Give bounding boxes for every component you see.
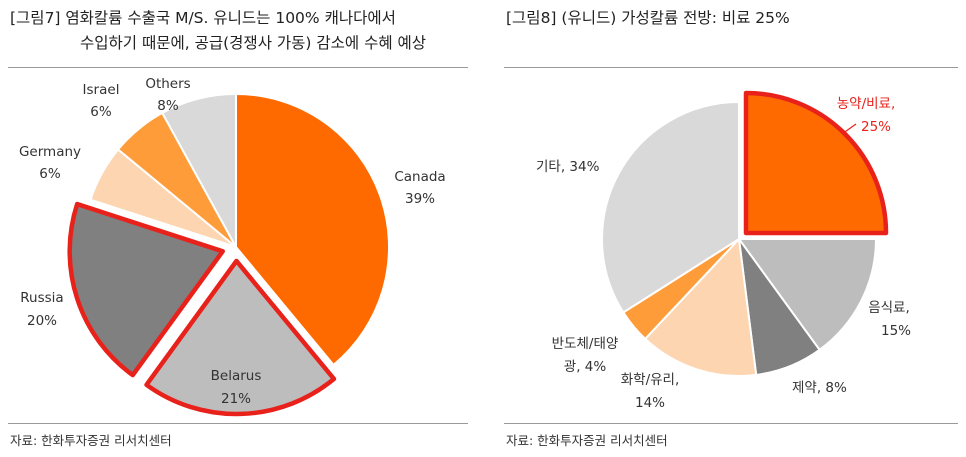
slice-label-others-name: Others	[145, 76, 190, 92]
slice-label-chem-name: 화학/유리,	[621, 372, 680, 388]
figure-7-top-rule	[8, 67, 468, 68]
slice-canada	[235, 92, 390, 367]
slice-others	[160, 92, 237, 248]
slice-label-others-value: 8%	[157, 98, 179, 114]
slice-농약-비료-highlight	[743, 90, 889, 236]
figure-8: [그림8] (유니드) 가성칼륨 전방: 비료 25% 농약/비료, 25% 음…	[496, 0, 966, 457]
slice-label-russia-name: Russia	[20, 290, 63, 306]
slice-기타	[601, 100, 740, 314]
slice-label-germany-name: Germany	[19, 144, 81, 160]
slice-label-canada-name: Canada	[394, 169, 445, 185]
slice-label-food-value: 15%	[881, 323, 911, 339]
figure-7-title: [그림7] 염화칼륨 수출국 M/S. 유니드는 100% 캐나다에서 수입하기…	[10, 6, 426, 56]
figure-7: [그림7] 염화칼륨 수출국 M/S. 유니드는 100% 캐나다에서 수입하기…	[0, 0, 476, 457]
figure-8-pie-chart: 농약/비료, 25% 음식료, 15% 제약, 8% 화학/유리, 14% 반도…	[536, 90, 911, 411]
slice-label-germany-value: 6%	[39, 166, 61, 182]
slice-label-belarus-value: 21%	[221, 391, 251, 407]
slice-화학-유리	[643, 236, 758, 377]
callout-line-fertilizer	[841, 123, 857, 135]
slice-음식료	[737, 238, 878, 352]
figure-8-bottom-rule	[504, 423, 958, 424]
slice-belarus-highlight	[144, 258, 337, 417]
figure-7-bottom-rule	[8, 423, 468, 424]
figure-8-top-rule	[504, 67, 958, 68]
slice-label-chem-value: 14%	[635, 395, 665, 411]
slice-label-semi-name: 반도체/태양	[552, 336, 619, 352]
slice-russia-highlight	[67, 201, 225, 378]
slice-label-pharma: 제약, 8%	[792, 380, 847, 396]
figure-8-title: [그림8] (유니드) 가성칼륨 전방: 비료 25%	[506, 6, 790, 31]
slice-label-russia-value: 20%	[27, 313, 57, 329]
figure-8-source: 자료: 한화투자증권 리서치센터	[506, 433, 668, 448]
slice-label-food-name: 음식료,	[868, 300, 910, 316]
figure-7-pie-chart: Canada 39% Belarus 21% Russia 20% German…	[19, 76, 446, 417]
slice-label-israel-name: Israel	[83, 82, 120, 98]
slice-label-fertilizer-value: 25%	[861, 119, 891, 135]
slice-label-israel-value: 6%	[90, 104, 112, 120]
slice-label-etc: 기타, 34%	[536, 159, 600, 175]
slice-label-semi-value: 광, 4%	[564, 359, 607, 375]
slice-label-belarus-name: Belarus	[211, 368, 262, 384]
slice-label-canada-value: 39%	[405, 191, 435, 207]
slice-label-fertilizer-name: 농약/비료,	[837, 96, 896, 112]
figure-7-source: 자료: 한화투자증권 리서치센터	[10, 433, 172, 448]
figure-7-title-line1: [그림7] 염화칼륨 수출국 M/S. 유니드는 100% 캐나다에서	[10, 9, 396, 27]
figure-8-title-line1: [그림8] (유니드) 가성칼륨 전방: 비료 25%	[506, 9, 790, 27]
figure-7-title-line2: 수입하기 때문에, 공급(경쟁사 가동) 감소에 수혜 예상	[80, 34, 427, 52]
